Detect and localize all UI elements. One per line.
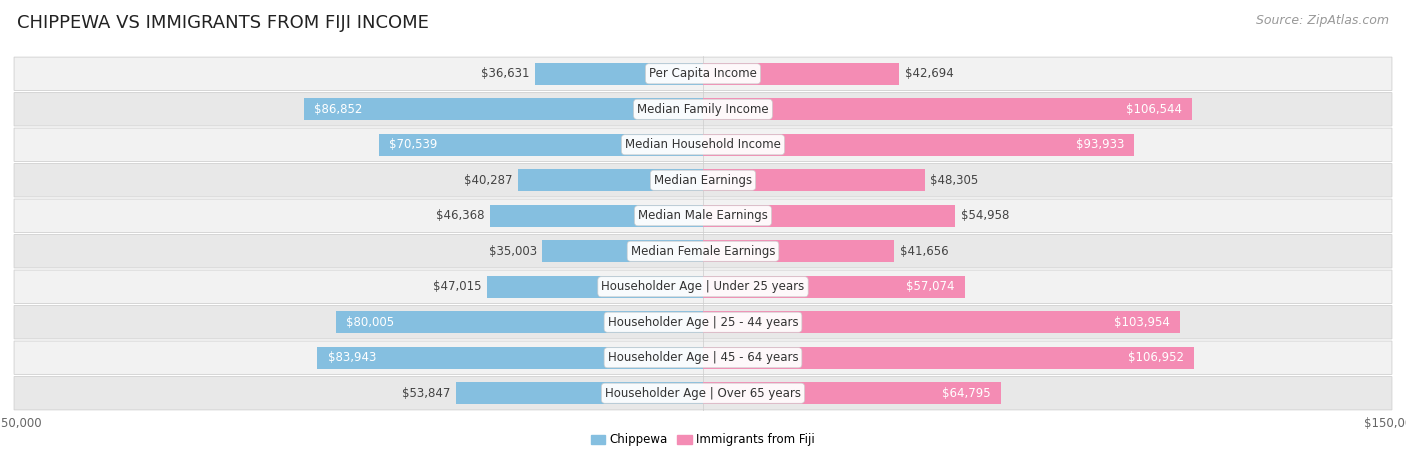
Text: Householder Age | 25 - 44 years: Householder Age | 25 - 44 years bbox=[607, 316, 799, 329]
Text: $47,015: $47,015 bbox=[433, 280, 481, 293]
Text: $40,287: $40,287 bbox=[464, 174, 512, 187]
FancyBboxPatch shape bbox=[14, 376, 1392, 410]
Bar bbox=[486, 276, 703, 298]
Bar bbox=[703, 98, 1192, 120]
Bar bbox=[318, 347, 703, 369]
Bar bbox=[703, 63, 898, 85]
Bar bbox=[703, 311, 1181, 333]
Text: $36,631: $36,631 bbox=[481, 67, 529, 80]
FancyBboxPatch shape bbox=[14, 57, 1392, 91]
Text: $42,694: $42,694 bbox=[904, 67, 953, 80]
Text: $48,305: $48,305 bbox=[931, 174, 979, 187]
Bar bbox=[703, 169, 925, 191]
Bar bbox=[336, 311, 703, 333]
Text: $46,368: $46,368 bbox=[436, 209, 485, 222]
Text: $103,954: $103,954 bbox=[1114, 316, 1170, 329]
Text: Median Family Income: Median Family Income bbox=[637, 103, 769, 116]
Text: Median Male Earnings: Median Male Earnings bbox=[638, 209, 768, 222]
Bar bbox=[534, 63, 703, 85]
Bar bbox=[703, 134, 1135, 156]
Text: Median Female Earnings: Median Female Earnings bbox=[631, 245, 775, 258]
Text: $53,847: $53,847 bbox=[402, 387, 450, 400]
Text: $83,943: $83,943 bbox=[328, 351, 377, 364]
FancyBboxPatch shape bbox=[14, 270, 1392, 304]
Bar bbox=[517, 169, 703, 191]
Text: $106,544: $106,544 bbox=[1126, 103, 1182, 116]
Bar bbox=[703, 276, 965, 298]
Bar bbox=[543, 240, 703, 262]
Text: $57,074: $57,074 bbox=[907, 280, 955, 293]
Bar bbox=[304, 98, 703, 120]
Text: Source: ZipAtlas.com: Source: ZipAtlas.com bbox=[1256, 14, 1389, 27]
FancyBboxPatch shape bbox=[14, 163, 1392, 197]
Text: Householder Age | 45 - 64 years: Householder Age | 45 - 64 years bbox=[607, 351, 799, 364]
Text: $106,952: $106,952 bbox=[1128, 351, 1184, 364]
Bar bbox=[703, 240, 894, 262]
Bar bbox=[456, 382, 703, 404]
FancyBboxPatch shape bbox=[14, 305, 1392, 339]
Text: Median Earnings: Median Earnings bbox=[654, 174, 752, 187]
Legend: Chippewa, Immigrants from Fiji: Chippewa, Immigrants from Fiji bbox=[586, 429, 820, 451]
Text: $80,005: $80,005 bbox=[346, 316, 394, 329]
Text: Median Household Income: Median Household Income bbox=[626, 138, 780, 151]
Text: $64,795: $64,795 bbox=[942, 387, 990, 400]
Text: $70,539: $70,539 bbox=[389, 138, 437, 151]
FancyBboxPatch shape bbox=[14, 92, 1392, 126]
Text: Householder Age | Under 25 years: Householder Age | Under 25 years bbox=[602, 280, 804, 293]
Text: Householder Age | Over 65 years: Householder Age | Over 65 years bbox=[605, 387, 801, 400]
Bar bbox=[703, 205, 956, 227]
Text: $93,933: $93,933 bbox=[1076, 138, 1123, 151]
Bar bbox=[380, 134, 703, 156]
Text: $35,003: $35,003 bbox=[489, 245, 537, 258]
Text: Per Capita Income: Per Capita Income bbox=[650, 67, 756, 80]
FancyBboxPatch shape bbox=[14, 341, 1392, 375]
Text: $41,656: $41,656 bbox=[900, 245, 949, 258]
Text: $54,958: $54,958 bbox=[960, 209, 1010, 222]
FancyBboxPatch shape bbox=[14, 234, 1392, 268]
Bar bbox=[703, 347, 1194, 369]
Bar bbox=[703, 382, 1001, 404]
FancyBboxPatch shape bbox=[14, 199, 1392, 233]
Bar bbox=[491, 205, 703, 227]
Text: CHIPPEWA VS IMMIGRANTS FROM FIJI INCOME: CHIPPEWA VS IMMIGRANTS FROM FIJI INCOME bbox=[17, 14, 429, 32]
Text: $86,852: $86,852 bbox=[315, 103, 363, 116]
FancyBboxPatch shape bbox=[14, 128, 1392, 162]
